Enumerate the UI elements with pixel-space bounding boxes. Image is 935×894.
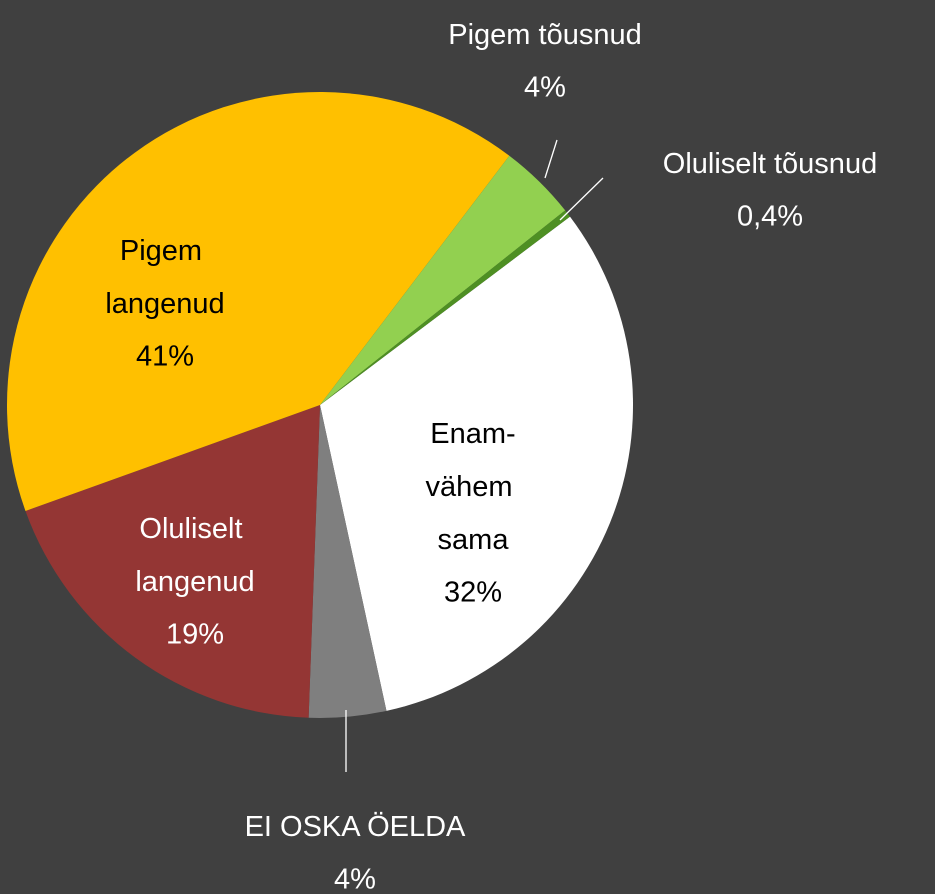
pie-slice <box>25 405 321 718</box>
slice-value-label: 4% <box>524 72 566 104</box>
slice-label: Oluliselt tõusnud <box>663 148 877 180</box>
leader-line <box>544 139 558 179</box>
pie-slice <box>320 216 633 711</box>
pie-slice <box>320 155 566 405</box>
pie-slice <box>320 210 570 405</box>
slice-value-label: 19% <box>166 619 224 651</box>
slice-value-label: 41% <box>136 341 194 373</box>
slice-label: Pigem langenud <box>105 235 224 320</box>
leader-line <box>559 177 604 221</box>
slice-label: Enam-vähem sama <box>425 418 520 556</box>
slice-value-label: 4% <box>334 864 376 894</box>
slice-label: Oluliselt langenud <box>135 513 254 598</box>
pie-slice <box>7 92 510 511</box>
slice-value-label: 32% <box>444 577 502 609</box>
pie-slice <box>308 405 387 718</box>
slice-label: EI OSKA ÖELDA <box>245 811 466 843</box>
slice-label: Pigem tõusnud <box>448 19 641 51</box>
slice-value-label: 0,4% <box>737 201 803 233</box>
